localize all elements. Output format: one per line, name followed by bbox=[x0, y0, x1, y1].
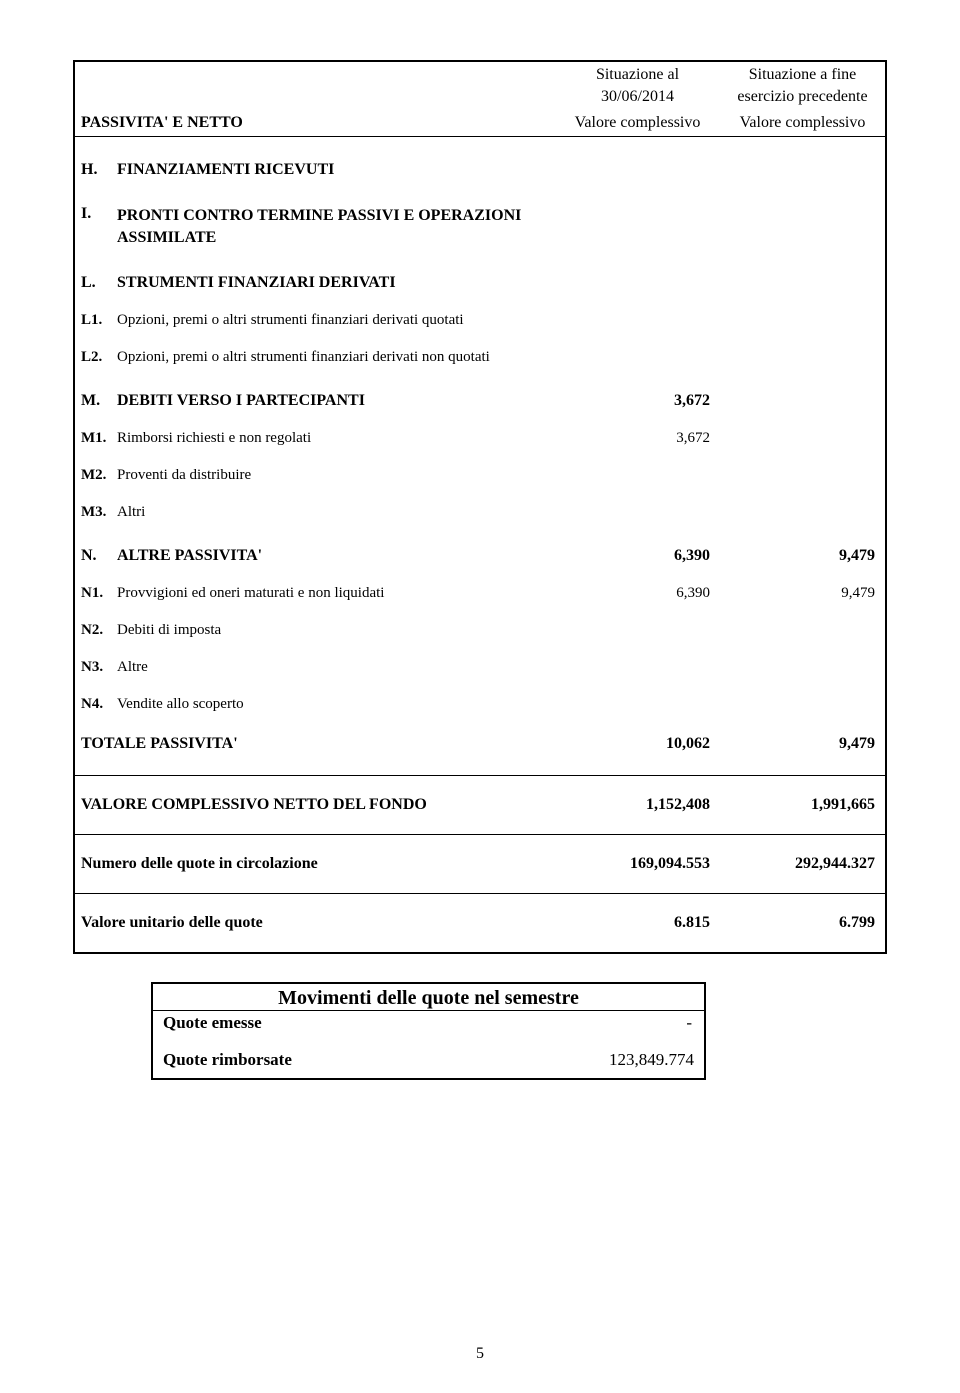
text-L: STRUMENTI FINANZIARI DERIVATI bbox=[117, 274, 555, 292]
row-N3: N3. Altre bbox=[75, 653, 885, 682]
rimborsate-label: Quote rimborsate bbox=[163, 1050, 554, 1070]
code-N2: N2. bbox=[75, 622, 117, 639]
row-header-label: PASSIVITA' E NETTO bbox=[75, 110, 555, 136]
header-row-2: 30/06/2014 esercizio precedente bbox=[75, 84, 885, 110]
movements-title: Movimenti delle quote nel semestre bbox=[153, 984, 704, 1010]
code-I: I. bbox=[75, 205, 117, 248]
code-N4: N4. bbox=[75, 696, 117, 713]
val2-valore: 1,991,665 bbox=[720, 796, 885, 814]
row-I: I. PRONTI CONTRO TERMINE PASSIVI E OPERA… bbox=[75, 199, 885, 254]
row-M3: M3. Altri bbox=[75, 498, 885, 527]
code-N3: N3. bbox=[75, 659, 117, 676]
text-unit: Valore unitario delle quote bbox=[81, 914, 555, 932]
page-number: 5 bbox=[0, 1345, 960, 1363]
row-L1: L1. Opzioni, premi o altri strumenti fin… bbox=[75, 306, 885, 335]
code-M3: M3. bbox=[75, 504, 117, 521]
content-block: H. FINANZIAMENTI RICEVUTI I. PRONTI CONT… bbox=[75, 137, 885, 775]
col1-title-line2: 30/06/2014 bbox=[555, 84, 720, 110]
val1-N1: 6,390 bbox=[555, 585, 720, 602]
val2-N1: 9,479 bbox=[720, 585, 885, 602]
text-L2: Opzioni, premi o altri strumenti finanzi… bbox=[117, 349, 555, 366]
val1-unit: 6.815 bbox=[555, 914, 720, 932]
movements-box: Movimenti delle quote nel semestre Quote… bbox=[151, 982, 706, 1080]
text-M: DEBITI VERSO I PARTECIPANTI bbox=[117, 392, 555, 410]
main-table: Situazione al Situazione a fine 30/06/20… bbox=[73, 60, 887, 954]
row-N: N. ALTRE PASSIVITA' 6,390 9,479 bbox=[75, 541, 885, 571]
col2-title-line2: esercizio precedente bbox=[720, 84, 885, 110]
row-M: M. DEBITI VERSO I PARTECIPANTI 3,672 bbox=[75, 386, 885, 416]
text-M2: Proventi da distribuire bbox=[117, 467, 555, 484]
code-M: M. bbox=[75, 392, 117, 410]
row-N4: N4. Vendite allo scoperto bbox=[75, 690, 885, 719]
row-M2: M2. Proventi da distribuire bbox=[75, 461, 885, 490]
code-N: N. bbox=[75, 547, 117, 565]
text-I: PRONTI CONTRO TERMINE PASSIVI E OPERAZIO… bbox=[117, 205, 555, 248]
row-rimborsate: Quote rimborsate 123,849.774 bbox=[153, 1048, 704, 1078]
val2-N: 9,479 bbox=[720, 547, 885, 565]
code-N1: N1. bbox=[75, 585, 117, 602]
text-valore: VALORE COMPLESSIVO NETTO DEL FONDO bbox=[81, 796, 555, 814]
row-M1: M1. Rimborsi richiesti e non regolati 3,… bbox=[75, 424, 885, 453]
row-L: L. STRUMENTI FINANZIARI DERIVATI bbox=[75, 268, 885, 298]
text-N2: Debiti di imposta bbox=[117, 622, 555, 639]
code-H: H. bbox=[75, 161, 117, 179]
text-N: ALTRE PASSIVITA' bbox=[117, 547, 555, 565]
row-valore: VALORE COMPLESSIVO NETTO DEL FONDO 1,152… bbox=[75, 776, 885, 834]
text-total: TOTALE PASSIVITA' bbox=[81, 735, 555, 753]
val2-unit: 6.799 bbox=[720, 914, 885, 932]
val2-total: 9,479 bbox=[720, 735, 885, 753]
code-M1: M1. bbox=[75, 430, 117, 447]
val1-M: 3,672 bbox=[555, 392, 720, 410]
rimborsate-val: 123,849.774 bbox=[554, 1050, 694, 1070]
row-N2: N2. Debiti di imposta bbox=[75, 616, 885, 645]
emesse-label: Quote emesse bbox=[163, 1013, 554, 1033]
text-L1: Opzioni, premi o altri strumenti finanzi… bbox=[117, 312, 555, 329]
row-emesse: Quote emesse - bbox=[153, 1011, 704, 1038]
page: Situazione al Situazione a fine 30/06/20… bbox=[0, 0, 960, 1393]
header-row-3: PASSIVITA' E NETTO Valore complessivo Va… bbox=[75, 110, 885, 137]
text-N4: Vendite allo scoperto bbox=[117, 696, 555, 713]
val2-numquote: 292,944.327 bbox=[720, 855, 885, 873]
code-L2: L2. bbox=[75, 349, 117, 366]
row-total: TOTALE PASSIVITA' 10,062 9,479 bbox=[75, 729, 885, 769]
row-H: H. FINANZIAMENTI RICEVUTI bbox=[75, 155, 885, 185]
text-H: FINANZIAMENTI RICEVUTI bbox=[117, 161, 555, 179]
text-N3: Altre bbox=[117, 659, 555, 676]
val1-total: 10,062 bbox=[555, 735, 720, 753]
col2-sub: Valore complessivo bbox=[720, 110, 885, 136]
text-M1: Rimborsi richiesti e non regolati bbox=[117, 430, 555, 447]
code-M2: M2. bbox=[75, 467, 117, 484]
val1-numquote: 169,094.553 bbox=[555, 855, 720, 873]
val1-valore: 1,152,408 bbox=[555, 796, 720, 814]
row-N1: N1. Provvigioni ed oneri maturati e non … bbox=[75, 579, 885, 608]
col1-sub: Valore complessivo bbox=[555, 110, 720, 136]
val1-N: 6,390 bbox=[555, 547, 720, 565]
code-L: L. bbox=[75, 274, 117, 292]
text-M3: Altri bbox=[117, 504, 555, 521]
row-L2: L2. Opzioni, premi o altri strumenti fin… bbox=[75, 343, 885, 372]
code-L1: L1. bbox=[75, 312, 117, 329]
row-numquote: Numero delle quote in circolazione 169,0… bbox=[75, 835, 885, 893]
row-unit: Valore unitario delle quote 6.815 6.799 bbox=[75, 894, 885, 952]
val1-M1: 3,672 bbox=[555, 430, 720, 447]
text-N1: Provvigioni ed oneri maturati e non liqu… bbox=[117, 585, 555, 602]
emesse-val: - bbox=[554, 1013, 694, 1033]
text-numquote: Numero delle quote in circolazione bbox=[81, 855, 555, 873]
